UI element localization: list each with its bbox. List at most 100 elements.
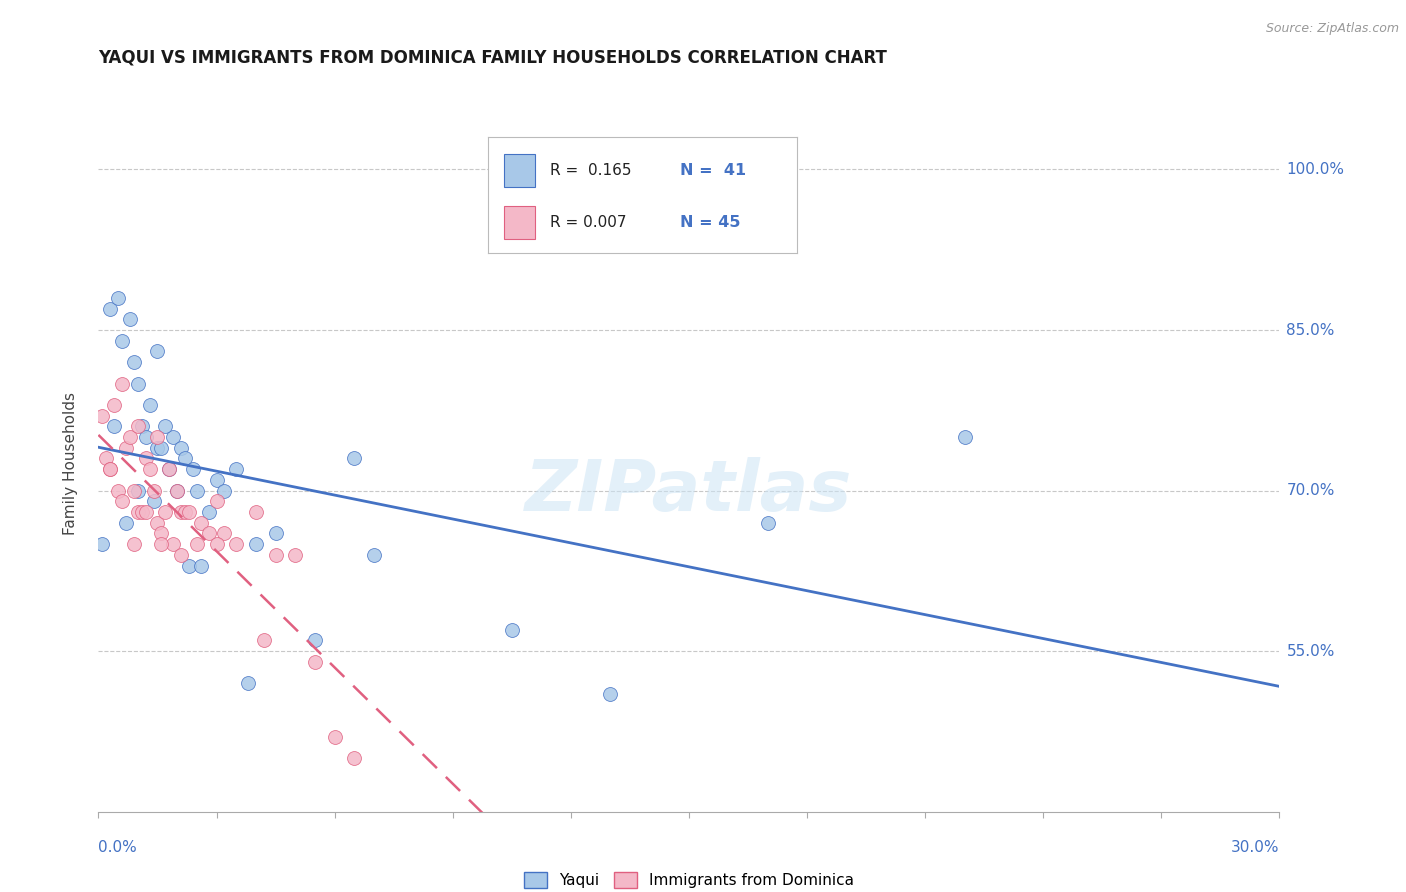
Point: [122, 537, 145, 551]
Point: [186, 483, 208, 498]
Text: N =  41: N = 41: [681, 163, 747, 178]
Point: [131, 505, 153, 519]
Point: [127, 505, 149, 519]
Point: [264, 548, 287, 562]
Point: [197, 505, 219, 519]
Point: [127, 419, 149, 434]
Point: [197, 526, 219, 541]
Point: [115, 516, 138, 530]
Point: [170, 505, 193, 519]
Point: [103, 419, 125, 434]
Point: [142, 483, 165, 498]
Point: [142, 494, 165, 508]
Point: [150, 526, 173, 541]
Point: [146, 516, 169, 530]
Point: [170, 548, 193, 562]
Point: [98, 301, 121, 316]
Text: R = 0.007: R = 0.007: [550, 215, 627, 230]
Bar: [503, 154, 534, 186]
Bar: [503, 206, 534, 239]
Point: [162, 430, 184, 444]
Point: [304, 633, 326, 648]
Point: [111, 376, 134, 391]
Point: [131, 419, 153, 434]
Point: [177, 558, 200, 573]
Point: [186, 537, 208, 551]
Point: [157, 462, 180, 476]
Text: R =  0.165: R = 0.165: [550, 163, 631, 178]
Point: [253, 633, 276, 648]
Point: [174, 505, 197, 519]
Point: [174, 451, 197, 466]
Text: 70.0%: 70.0%: [1286, 483, 1334, 498]
Point: [135, 451, 157, 466]
Text: ZIPatlas: ZIPatlas: [526, 458, 852, 526]
Text: 100.0%: 100.0%: [1286, 162, 1344, 177]
Point: [122, 483, 145, 498]
Point: [953, 430, 976, 444]
Point: [107, 291, 129, 305]
Point: [138, 398, 160, 412]
Point: [146, 430, 169, 444]
Point: [599, 687, 621, 701]
Point: [284, 548, 307, 562]
Point: [135, 505, 157, 519]
Point: [245, 537, 267, 551]
Legend: Yaqui, Immigrants from Dominica: Yaqui, Immigrants from Dominica: [517, 866, 860, 892]
Point: [363, 548, 385, 562]
Point: [150, 537, 173, 551]
Point: [150, 441, 173, 455]
Point: [205, 537, 228, 551]
Point: [135, 430, 157, 444]
Text: YAQUI VS IMMIGRANTS FROM DOMINICA FAMILY HOUSEHOLDS CORRELATION CHART: YAQUI VS IMMIGRANTS FROM DOMINICA FAMILY…: [98, 49, 887, 67]
Point: [304, 655, 326, 669]
Point: [343, 451, 366, 466]
Point: [111, 494, 134, 508]
Point: [323, 730, 346, 744]
Point: [756, 516, 779, 530]
Point: [91, 537, 114, 551]
Point: [214, 483, 236, 498]
Point: [127, 376, 149, 391]
Point: [127, 483, 149, 498]
Point: [91, 409, 114, 423]
Point: [245, 505, 267, 519]
Point: [98, 462, 121, 476]
Point: [236, 676, 259, 690]
Point: [205, 473, 228, 487]
Point: [111, 334, 134, 348]
Point: [343, 751, 366, 765]
Point: [205, 494, 228, 508]
Point: [501, 623, 523, 637]
Text: 55.0%: 55.0%: [1286, 644, 1334, 658]
Point: [170, 441, 193, 455]
Point: [264, 526, 287, 541]
Point: [115, 441, 138, 455]
Point: [118, 430, 141, 444]
Point: [190, 516, 212, 530]
Text: N = 45: N = 45: [681, 215, 741, 230]
Text: 85.0%: 85.0%: [1286, 323, 1334, 337]
Point: [118, 312, 141, 326]
Point: [155, 419, 177, 434]
Point: [214, 526, 236, 541]
Point: [122, 355, 145, 369]
Text: 30.0%: 30.0%: [1232, 840, 1279, 855]
Point: [96, 451, 118, 466]
Point: [166, 483, 188, 498]
Point: [162, 537, 184, 551]
Point: [157, 462, 180, 476]
Point: [225, 537, 247, 551]
Text: 0.0%: 0.0%: [98, 840, 138, 855]
Point: [155, 505, 177, 519]
Y-axis label: Family Households: Family Households: [63, 392, 77, 535]
Point: [146, 441, 169, 455]
Point: [181, 462, 204, 476]
Text: Source: ZipAtlas.com: Source: ZipAtlas.com: [1265, 22, 1399, 36]
Point: [138, 462, 160, 476]
Point: [146, 344, 169, 359]
Point: [190, 558, 212, 573]
Point: [103, 398, 125, 412]
Point: [177, 505, 200, 519]
Point: [166, 483, 188, 498]
